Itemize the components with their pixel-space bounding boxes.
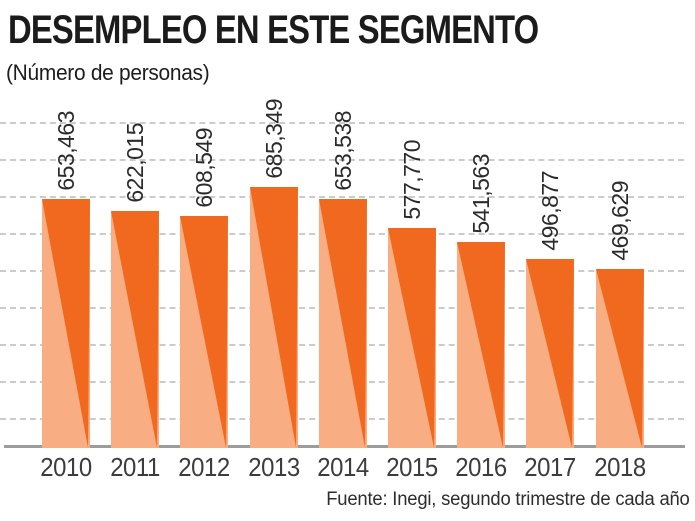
bar-value-label: 541,563 [457,130,505,234]
x-tick-label-2018: 2018 [594,452,646,482]
gridline [0,159,684,161]
bar-2017 [526,259,574,448]
bar-value-label: 653,538 [319,87,367,191]
bar-2010 [42,199,90,448]
bar-value-text: 608,549 [190,128,217,208]
gridline [0,122,684,124]
x-tick-label-2015: 2015 [386,452,438,482]
bar-value-text: 622,015 [121,123,148,203]
bar-value-text: 469,629 [606,181,633,261]
x-tick-label-2013: 2013 [248,452,300,482]
x-tick-label-2012: 2012 [178,452,230,482]
bar-value-label: 685,349 [250,75,298,179]
source-note: Fuente: Inegi, segundo trimestre de cada… [326,489,691,510]
bar-value-text: 653,538 [329,111,356,191]
gridline [0,196,684,198]
bar-value-label: 577,770 [388,116,436,220]
bar-2014 [319,199,367,448]
bar-value-label: 496,877 [526,147,574,251]
bar-2018 [596,269,644,448]
bar-value-label: 469,629 [596,157,644,261]
bar-value-text: 577,770 [398,140,425,220]
x-tick-label-2011: 2011 [110,452,160,482]
chart-subtitle: (Número de personas) [6,60,210,85]
x-tick-label-2017: 2017 [524,452,576,482]
bar-value-label: 653,463 [42,87,90,191]
bar-value-text: 496,877 [536,171,563,251]
x-tick-label-2016: 2016 [455,452,507,482]
bar-value-text: 685,349 [260,99,287,179]
bar-value-label: 608,549 [180,104,228,208]
bar-2011 [111,211,159,448]
bar-2015 [388,228,436,448]
bar-2016 [457,242,505,448]
bar-2012 [180,216,228,448]
bar-value-text: 653,463 [52,111,79,191]
bar-value-text: 541,563 [467,154,494,234]
x-tick-label-2010: 2010 [40,452,92,482]
x-tick-label-2014: 2014 [317,452,369,482]
bar-value-label: 622,015 [111,99,159,203]
bar-2013 [250,187,298,448]
chart-title: DESEMPLEO EN ESTE SEGMENTO [8,8,539,52]
